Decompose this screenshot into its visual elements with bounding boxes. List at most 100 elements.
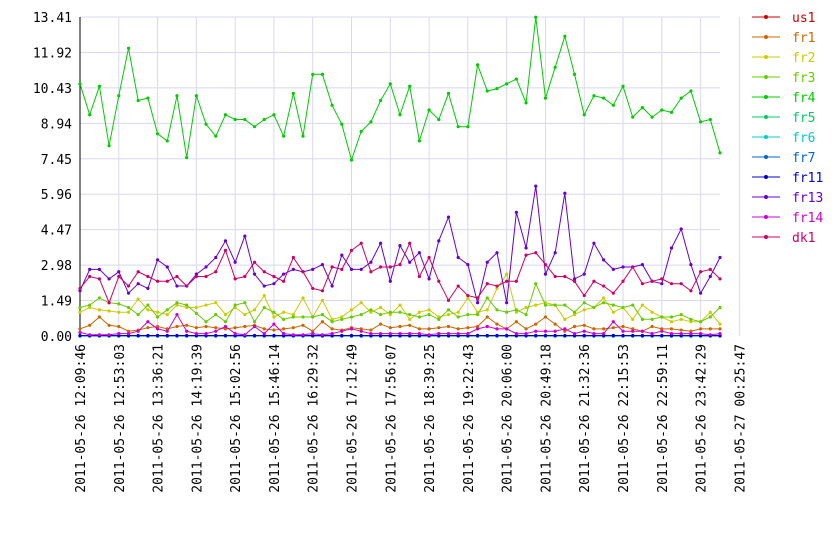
data-point-fr3: [369, 308, 373, 312]
data-point-fr14: [233, 332, 237, 336]
data-point-fr1: [660, 327, 664, 331]
data-point-fr4: [543, 96, 548, 100]
data-point-fr4: [718, 151, 722, 155]
data-point-fr2: [718, 322, 722, 326]
data-point-fr11: [136, 333, 140, 338]
data-point-fr3: [204, 320, 208, 324]
data-point-dk1: [320, 289, 325, 293]
data-point-fr3: [640, 317, 645, 321]
data-point-fr3: [650, 317, 654, 321]
data-point-fr14: [388, 332, 392, 336]
legend-entry-fr1: fr1: [752, 31, 815, 46]
data-point-dk1: [543, 263, 548, 267]
legend-entry-fr4: fr4: [752, 91, 816, 106]
data-point-fr1: [621, 324, 625, 329]
data-point-fr2: [185, 305, 189, 310]
data-point-fr4: [320, 72, 325, 76]
data-point-fr3: [592, 305, 596, 310]
data-point-fr4: [553, 65, 557, 69]
data-point-fr2: [456, 310, 460, 314]
data-point-fr14: [602, 332, 606, 336]
data-point-fr1: [398, 324, 402, 329]
data-point-fr3: [301, 315, 305, 319]
data-point-fr14: [117, 332, 121, 336]
data-point-fr1: [117, 324, 121, 329]
data-point-fr4: [379, 98, 383, 103]
data-point-fr2: [252, 308, 257, 312]
data-point-fr4: [689, 89, 693, 93]
data-point-fr2: [602, 296, 606, 300]
data-point-fr13: [534, 184, 538, 188]
data-point-fr2: [165, 312, 169, 317]
data-point-fr3: [252, 320, 257, 324]
data-point-fr11: [349, 333, 354, 338]
data-point-dk1: [388, 265, 392, 269]
data-point-fr3: [233, 303, 237, 307]
y-tick-label: 11.92: [33, 46, 72, 61]
y-tick-label: 0.00: [41, 330, 72, 345]
data-point-dk1: [408, 241, 412, 245]
data-point-fr4: [699, 120, 703, 124]
data-point-fr2: [214, 301, 218, 305]
data-point-fr11: [78, 333, 82, 338]
data-point-fr3: [185, 303, 189, 307]
data-point-fr2: [155, 310, 160, 314]
data-point-fr13: [340, 253, 344, 257]
data-point-fr11: [505, 333, 509, 338]
data-point-dk1: [631, 265, 635, 269]
data-point-fr11: [359, 333, 363, 338]
data-point-fr2: [194, 305, 198, 310]
data-point-fr13: [679, 227, 683, 231]
data-point-fr1: [223, 327, 228, 331]
data-point-fr3: [282, 317, 286, 321]
data-point-fr1: [475, 324, 480, 329]
data-point-fr2: [466, 296, 470, 300]
data-point-fr13: [699, 291, 703, 295]
data-point-dk1: [563, 274, 567, 279]
data-point-fr1: [524, 327, 528, 331]
data-point-fr2: [146, 308, 150, 312]
legend-swatch-marker: [764, 55, 768, 59]
x-tick-label: 2011-05-26 18:39:25: [423, 344, 438, 493]
data-point-fr14: [417, 332, 421, 336]
data-point-fr14: [475, 327, 480, 331]
data-point-fr14: [301, 333, 305, 337]
series-group: [78, 15, 722, 338]
legend-swatch-marker: [764, 135, 768, 139]
data-point-fr13: [107, 277, 111, 281]
data-point-fr2: [708, 310, 712, 314]
data-point-fr13: [262, 284, 266, 288]
data-point-fr2: [505, 272, 509, 276]
data-point-fr14: [185, 329, 189, 333]
x-tick-label: 2011-05-26 12:09:46: [74, 344, 89, 493]
data-point-fr13: [611, 267, 615, 271]
data-point-fr14: [262, 332, 266, 336]
data-point-fr4: [97, 84, 101, 88]
data-point-fr3: [514, 308, 518, 312]
data-point-fr4: [185, 155, 189, 160]
data-point-fr2: [640, 303, 645, 307]
data-point-fr4: [243, 117, 247, 122]
x-tick-label: 2011-05-27 00:25:47: [733, 344, 748, 493]
data-point-fr4: [136, 98, 140, 103]
data-point-fr13: [553, 251, 557, 255]
data-point-fr13: [136, 282, 140, 286]
data-point-fr14: [679, 332, 683, 336]
data-point-fr4: [369, 120, 373, 124]
data-point-fr2: [349, 308, 354, 312]
legend-entry-fr3: fr3: [752, 71, 815, 86]
data-point-fr4: [272, 113, 276, 117]
x-tick-label: 2011-05-26 22:59:11: [656, 344, 671, 493]
data-point-fr2: [262, 293, 266, 298]
data-point-fr13: [524, 246, 528, 250]
x-tick-label: 2011-05-26 19:22:43: [462, 344, 477, 493]
data-point-fr4: [194, 94, 198, 98]
data-point-fr11: [175, 333, 179, 338]
data-point-fr3: [417, 315, 421, 319]
data-point-fr4: [631, 115, 635, 119]
data-point-fr13: [117, 270, 121, 274]
data-point-fr11: [534, 333, 538, 338]
data-point-fr11: [485, 333, 489, 338]
data-point-fr13: [165, 265, 169, 269]
